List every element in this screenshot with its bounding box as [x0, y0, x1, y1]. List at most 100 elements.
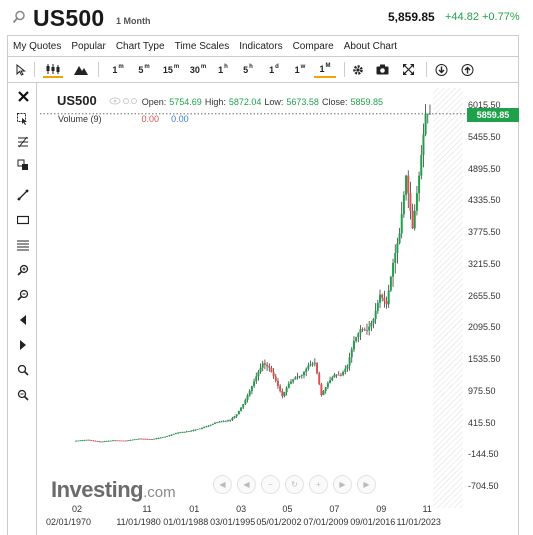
cursor-icon[interactable]: [14, 61, 28, 78]
candle-body: [350, 349, 353, 358]
search-icon[interactable]: [12, 10, 26, 24]
toolbar-divider: [98, 62, 99, 77]
x-tick-label-top: 03: [236, 504, 247, 514]
candle-body: [424, 113, 427, 135]
close-icon[interactable]: [14, 87, 32, 105]
candle-body: [103, 441, 106, 443]
y-tick-label: 2095.50: [468, 322, 501, 333]
candle-body: [411, 210, 414, 229]
drawing-toolbar: [7, 83, 37, 535]
candle-body: [242, 404, 245, 408]
camera-icon[interactable]: [374, 61, 390, 78]
menu-indicators[interactable]: Indicators: [239, 40, 283, 52]
candle-body: [298, 375, 301, 377]
x-tick-label-top: 09: [376, 504, 387, 514]
candle-body: [274, 376, 277, 381]
candle-body: [422, 134, 425, 156]
y-tick-label: 6015.50: [468, 100, 501, 110]
menu-compare[interactable]: Compare: [292, 40, 334, 52]
trendline-tool-icon[interactable]: [14, 186, 32, 204]
candle-body: [352, 341, 355, 350]
candle-body: [118, 440, 121, 442]
scroll-start-icon[interactable]: ◀: [213, 475, 232, 494]
candle-body: [196, 429, 199, 430]
candle-body: [324, 387, 327, 392]
candle-body: [240, 407, 243, 411]
candle-body: [303, 371, 306, 376]
menu-about-chart[interactable]: About Chart: [343, 40, 398, 52]
scroll-end-icon[interactable]: ▶: [357, 475, 376, 494]
zoom-in-icon[interactable]: [14, 261, 32, 279]
candle-body: [389, 276, 392, 291]
y-tick-label: -704.50: [468, 481, 499, 491]
candle-body: [255, 376, 258, 382]
zoom-fit-icon[interactable]: [14, 361, 32, 379]
zoom-reset-icon[interactable]: ↻: [285, 475, 304, 494]
y-tick-label: 4895.50: [468, 163, 501, 174]
candle-body: [203, 427, 206, 429]
fibonacci-tool-icon[interactable]: [14, 133, 32, 151]
interval-15m[interactable]: 15 m: [162, 63, 180, 75]
candle-body: [326, 383, 329, 388]
volume-value-1: 0.00: [141, 114, 160, 124]
settings-gear-icon[interactable]: [350, 61, 366, 78]
zoom-out-icon[interactable]: [14, 286, 32, 304]
candle-body: [124, 440, 127, 442]
chart-area[interactable]: [37, 83, 519, 535]
candle-body: [111, 440, 114, 442]
candle-body: [114, 440, 117, 442]
interval-30m[interactable]: 30 m: [189, 63, 207, 75]
menu-chart-type[interactable]: Chart Type: [115, 40, 165, 52]
select-tool-icon[interactable]: [14, 110, 32, 128]
candle-body: [213, 423, 216, 424]
magnet-icon[interactable]: [14, 386, 32, 404]
candle-body: [381, 294, 384, 298]
candle-body: [81, 440, 84, 441]
zoom-out-icon[interactable]: −: [261, 475, 280, 494]
candle-body: [109, 440, 112, 442]
y-tick-label: 5455.50: [468, 131, 501, 142]
scroll-left-icon[interactable]: ◀: [237, 475, 256, 494]
candle-body: [131, 439, 134, 441]
candle-body: [155, 438, 158, 440]
scroll-left-icon[interactable]: [14, 311, 32, 329]
mountain-chart-icon[interactable]: [72, 61, 90, 78]
candle-body: [370, 322, 373, 327]
menu-time-scales[interactable]: Time Scales: [174, 40, 230, 52]
candle-body: [335, 374, 338, 376]
visibility-icon[interactable]: [109, 97, 139, 105]
high-label: High:: [204, 97, 226, 107]
rectangle-tool-icon[interactable]: [14, 211, 32, 229]
candle-body: [185, 431, 188, 433]
menu-popular[interactable]: Popular: [71, 40, 106, 52]
candle-body: [355, 337, 358, 342]
fullscreen-icon[interactable]: [400, 61, 416, 78]
x-tick-label-top: 02: [72, 504, 83, 514]
candle-body: [379, 294, 382, 303]
zoom-in-icon[interactable]: +: [309, 475, 328, 494]
candle-body: [79, 440, 82, 442]
candlestick-chart-icon[interactable]: [43, 61, 63, 78]
cloud-download-icon[interactable]: [433, 61, 449, 78]
candle-body: [320, 384, 323, 396]
scroll-right-icon[interactable]: ▶: [333, 475, 352, 494]
group-tool-icon[interactable]: [14, 156, 32, 174]
candle-body: [402, 194, 405, 215]
candle-body: [333, 374, 336, 378]
scroll-right-icon[interactable]: [14, 336, 32, 354]
cloud-upload-icon[interactable]: [459, 61, 475, 78]
horizontal-lines-tool-icon[interactable]: [14, 236, 32, 254]
candle-body: [396, 243, 399, 254]
candle-body: [374, 310, 377, 320]
future-area: [433, 88, 463, 508]
candle-body: [359, 329, 362, 334]
menu-my-quotes[interactable]: My Quotes: [13, 40, 62, 52]
